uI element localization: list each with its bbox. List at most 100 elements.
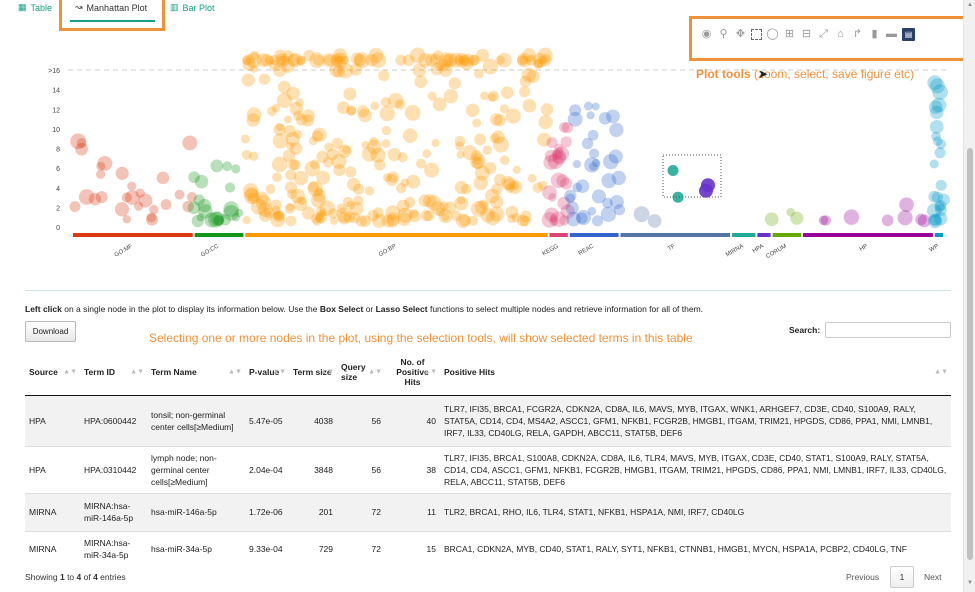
plot-point[interactable] (380, 97, 391, 108)
plot-point[interactable] (373, 207, 384, 219)
plot-point[interactable] (818, 215, 829, 226)
plot-point[interactable] (268, 59, 281, 71)
table-row[interactable]: MIRNA MIRNA:hsa-miR-34a-5p hsa-miR-34a-5… (25, 530, 951, 567)
plot-point[interactable] (519, 75, 532, 88)
col-header-term-size[interactable]: Term size ▲▼ (289, 350, 337, 396)
plot-point[interactable] (473, 175, 489, 191)
plot-point[interactable] (488, 90, 500, 102)
plot-point[interactable] (881, 214, 894, 227)
plot-point[interactable] (388, 92, 404, 109)
plot-point[interactable] (378, 69, 390, 82)
plot-point[interactable] (333, 48, 348, 63)
plot-point[interactable] (609, 122, 624, 138)
plot-point[interactable] (308, 136, 318, 146)
plot-point[interactable] (381, 125, 392, 136)
plot-point[interactable] (301, 114, 315, 127)
plot-point[interactable] (263, 207, 275, 219)
plot-point[interactable] (187, 201, 201, 215)
plot-point[interactable] (246, 52, 262, 68)
plot-point[interactable] (213, 215, 224, 226)
plot-point[interactable] (396, 199, 410, 213)
plot-point[interactable] (469, 54, 480, 66)
plot-point[interactable] (358, 108, 372, 123)
plot-point[interactable] (928, 100, 943, 114)
plot-point[interactable] (489, 206, 505, 222)
plot-point[interactable] (355, 215, 367, 227)
plot-point[interactable] (289, 159, 301, 171)
plot-point[interactable] (587, 129, 599, 141)
plot-point[interactable] (224, 182, 236, 193)
plot-point[interactable] (368, 47, 384, 63)
plot-point[interactable] (517, 54, 528, 66)
plot-point[interactable] (322, 53, 337, 68)
plot-point[interactable] (400, 178, 410, 188)
plot-point[interactable] (396, 182, 407, 194)
plot-point[interactable] (346, 177, 361, 192)
plot-point[interactable] (361, 146, 377, 162)
plot-point[interactable] (124, 190, 140, 205)
selected-plot-point[interactable] (667, 164, 679, 176)
plot-point[interactable] (313, 54, 324, 66)
hover-compare-icon[interactable]: ▬ (886, 28, 897, 40)
plot-point[interactable] (293, 129, 303, 139)
plot-point[interactable] (272, 210, 282, 221)
plot-point[interactable] (929, 120, 944, 134)
plot-point[interactable] (78, 189, 95, 205)
plot-point[interactable] (443, 88, 459, 104)
plot-point[interactable] (286, 141, 295, 151)
plot-point[interactable] (88, 192, 102, 206)
plot-point[interactable] (408, 210, 421, 223)
plot-point[interactable] (540, 54, 552, 67)
plot-point[interactable] (374, 159, 386, 171)
scroll-down-arrow-icon[interactable]: ▼ (967, 580, 973, 586)
plot-point[interactable] (222, 161, 233, 172)
plot-point[interactable] (273, 123, 286, 136)
plot-point[interactable] (519, 215, 531, 227)
plot-point[interactable] (115, 166, 129, 180)
plot-point[interactable] (333, 164, 346, 177)
box-selection-rect[interactable] (662, 154, 722, 198)
plot-point[interactable] (455, 213, 471, 228)
plot-point[interactable] (586, 111, 595, 120)
plot-point[interactable] (302, 109, 315, 123)
plot-point[interactable] (241, 149, 252, 160)
plot-point[interactable] (272, 133, 289, 149)
plot-point[interactable] (897, 210, 913, 226)
plot-point[interactable] (149, 204, 159, 215)
plot-point[interactable] (349, 212, 361, 224)
plot-point[interactable] (289, 142, 303, 156)
plot-point[interactable] (932, 84, 948, 100)
plot-point[interactable] (508, 180, 523, 195)
plot-point[interactable] (324, 142, 334, 152)
plot-point[interactable] (591, 189, 606, 204)
plot-point[interactable] (546, 137, 558, 149)
plot-points[interactable] (69, 47, 950, 229)
plot-point[interactable] (361, 140, 370, 149)
plot-point[interactable] (75, 142, 88, 156)
plot-point[interactable] (460, 57, 474, 71)
plot-point[interactable] (550, 211, 566, 227)
plot-point[interactable] (454, 53, 470, 68)
plot-point[interactable] (435, 207, 446, 217)
plot-point[interactable] (565, 201, 579, 215)
plot-point[interactable] (193, 194, 205, 206)
plot-point[interactable] (418, 194, 432, 208)
plot-point[interactable] (929, 213, 941, 226)
plot-point[interactable] (387, 147, 402, 162)
plot-point[interactable] (386, 212, 400, 226)
plot-point[interactable] (210, 211, 225, 226)
scroll-up-arrow-icon[interactable]: ▲ (967, 2, 973, 8)
plot-point[interactable] (516, 52, 532, 68)
plot-point[interactable] (249, 64, 258, 73)
plot-point[interactable] (346, 106, 357, 116)
plot-point[interactable] (430, 201, 446, 216)
plot-point[interactable] (364, 186, 375, 196)
plot-point[interactable] (448, 77, 461, 90)
plot-point[interactable] (457, 196, 466, 205)
plot-point[interactable] (356, 105, 370, 118)
plot-point[interactable] (929, 105, 944, 120)
plot-point[interactable] (269, 54, 280, 66)
zoom-in-icon[interactable]: ⊞ (784, 28, 795, 40)
plot-point[interactable] (519, 55, 529, 66)
plot-point[interactable] (369, 136, 379, 147)
